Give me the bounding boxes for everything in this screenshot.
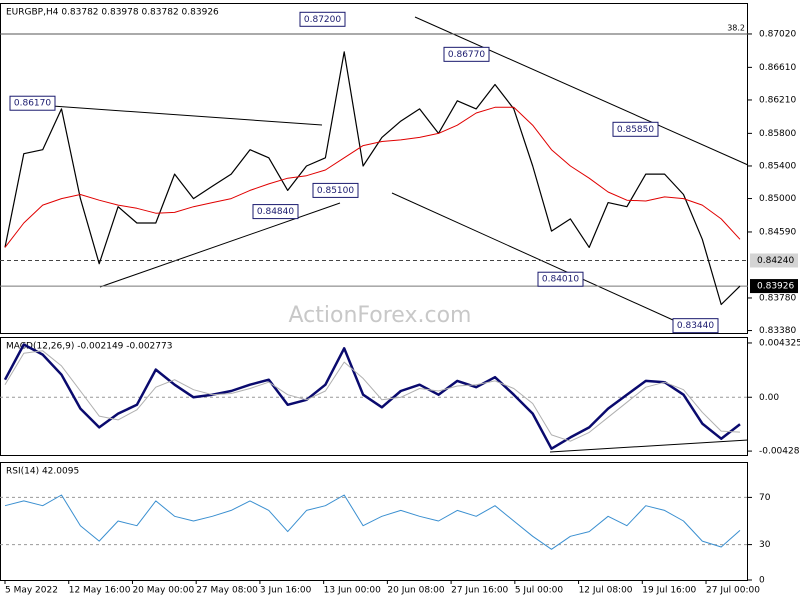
y-tick-label: 0: [759, 576, 765, 586]
panel-title: MACD(12,26,9) -0.002149 -0.002773: [6, 342, 172, 352]
level-label: 0.84240: [757, 256, 794, 266]
macd-panel: [0, 337, 748, 456]
y-tick-label: 0.86610: [759, 63, 796, 73]
trend-line: [549, 439, 749, 453]
y-tick-label: 0.86210: [759, 95, 796, 105]
panel-title: RSI(14) 42.0095: [6, 467, 79, 477]
price-annotation: 0.84840: [257, 207, 294, 217]
x-tick-label: 5 May 2022: [5, 586, 58, 596]
y-tick-label: 0.87020: [759, 29, 796, 39]
y-tick-label: 0.85000: [759, 194, 796, 204]
trend-line: [99, 202, 341, 288]
fib-label: 38.2: [727, 23, 745, 32]
level-label-box: [750, 253, 798, 268]
x-tick-label: 12 Jul 08:00: [579, 586, 633, 596]
price-panel: [0, 3, 748, 334]
y-tick-label: -0.004288: [759, 447, 800, 457]
x-tick-label: 12 May 16:00: [69, 586, 131, 596]
price-annotation: 0.87200: [304, 15, 341, 25]
x-tick-label: 5 Jul 00:00: [515, 586, 564, 596]
trend-line: [391, 192, 674, 321]
series-line: [4, 494, 741, 550]
watermark: ActionForex.com: [289, 303, 472, 328]
price-annotation-box: [252, 204, 299, 220]
y-tick-label: 0.83780: [759, 293, 796, 303]
price-annotation: 0.83440: [677, 321, 714, 331]
y-tick-label: 0.004325: [759, 338, 800, 348]
price-annotation-box: [612, 121, 659, 137]
series-line: [4, 106, 741, 248]
price-annotation: 0.84010: [542, 275, 579, 285]
trend-line: [9, 102, 323, 126]
price-annotation-box: [299, 11, 346, 27]
y-tick-label: 0.85400: [759, 161, 796, 171]
x-tick-label: 27 Jun 16:00: [451, 586, 508, 596]
price-annotation-box: [312, 182, 359, 198]
price-annotation-box: [537, 271, 584, 287]
x-tick-label: 27 May 08:00: [196, 586, 258, 596]
price-annotation-box: [443, 46, 490, 62]
series-line: [3, 343, 741, 450]
trend-line: [414, 16, 749, 166]
y-tick-label: 0.84590: [759, 227, 796, 237]
price-annotation-box: [672, 318, 719, 334]
y-tick-label: 30: [759, 540, 771, 550]
x-tick-label: 20 Jun 08:00: [387, 586, 444, 596]
price-annotation: 0.86170: [14, 99, 51, 109]
x-tick-label: 13 Jun 00:00: [324, 586, 381, 596]
price-annotation: 0.86770: [448, 50, 485, 60]
x-tick-label: 27 Jul 00:00: [706, 586, 760, 596]
level-label: 0.83926: [757, 282, 794, 292]
price-annotation: 0.85850: [617, 125, 654, 135]
x-tick-label: 19 Jul 16:00: [642, 586, 696, 596]
y-tick-label: 0.83380: [759, 326, 796, 336]
level-label-box: [750, 279, 798, 294]
price-annotation: 0.85100: [317, 186, 354, 196]
series-line: [4, 350, 741, 442]
y-tick-label: 70: [759, 493, 771, 503]
x-tick-label: 20 May 00:00: [132, 586, 194, 596]
y-tick-label: 0.85800: [759, 129, 796, 139]
x-tick-label: 3 Jun 16:00: [260, 586, 312, 596]
rsi-panel: [0, 462, 748, 581]
price-annotation-box: [9, 95, 56, 111]
y-tick-label: 0.00: [759, 393, 779, 403]
series-line: [4, 51, 741, 306]
panel-title: EURGBP,H4 0.83782 0.83978 0.83782 0.8392…: [6, 8, 219, 18]
